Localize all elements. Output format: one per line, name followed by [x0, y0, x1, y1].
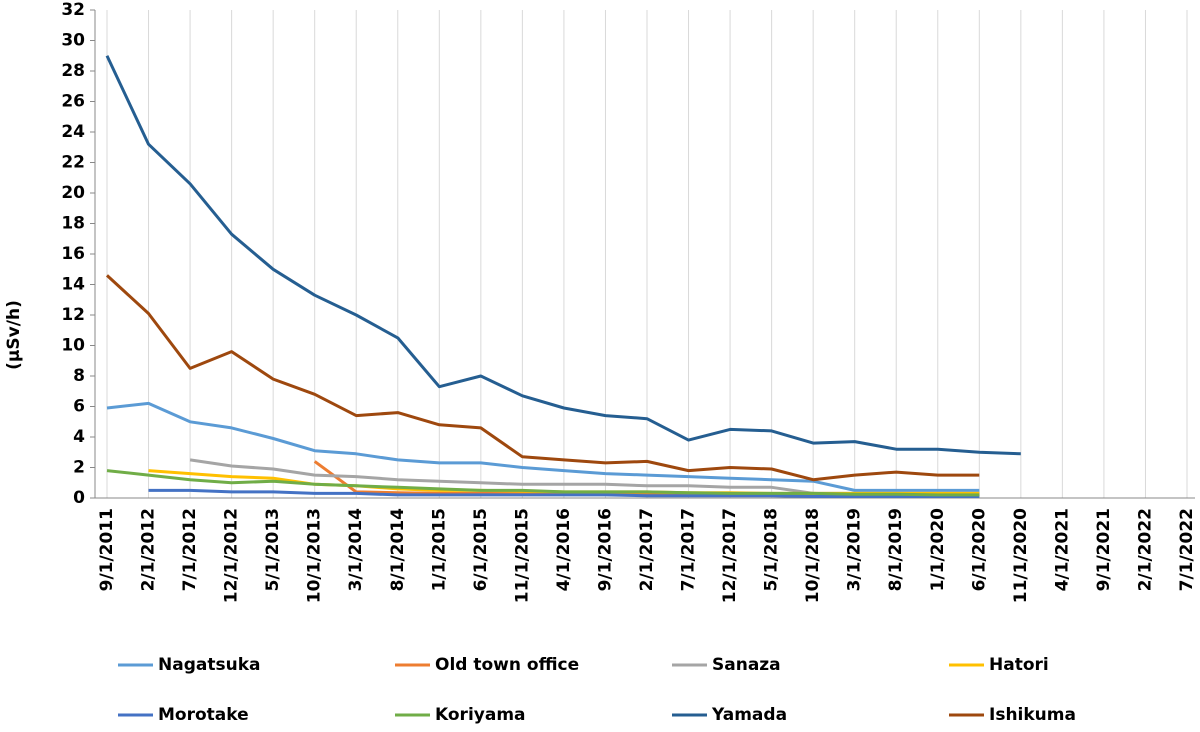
y-tick-label: 14	[61, 275, 85, 295]
legend-label: Hatori	[989, 655, 1049, 675]
x-tick-label: 12/1/2012	[222, 508, 242, 603]
legend-label: Koriyama	[435, 705, 526, 725]
x-tick-label: 11/1/2020	[1011, 508, 1031, 603]
x-tick-label: 4/1/2021	[1052, 508, 1072, 591]
series-line	[106, 401, 980, 492]
x-tick-label: 1/1/2015	[429, 508, 449, 591]
x-tick-label: 12/1/2017	[720, 508, 740, 603]
series-line	[189, 458, 980, 495]
x-tick-label: 2/1/2012	[139, 508, 159, 591]
legend-label: Old town office	[435, 655, 579, 675]
x-tick-label: 3/1/2014	[346, 508, 366, 592]
x-tick-label: 1/1/2020	[928, 508, 948, 592]
y-tick-label: 26	[61, 92, 85, 112]
x-tick-label: 9/1/2011	[97, 508, 117, 591]
legend-label: Nagatsuka	[158, 655, 260, 675]
x-tick-label: 7/1/2017	[679, 508, 699, 591]
x-tick-label: 7/1/2012	[180, 508, 200, 591]
x-tick-label: 10/1/2013	[305, 508, 325, 603]
x-tick-label: 4/1/2016	[554, 508, 574, 591]
legend-label: Yamada	[711, 705, 787, 725]
y-tick-label: 10	[61, 336, 85, 356]
x-tick-label: 7/1/2022	[1177, 508, 1197, 591]
y-tick-label: 24	[61, 122, 85, 142]
y-tick-label: 2	[73, 458, 85, 478]
x-tick-label: 11/1/2015	[512, 508, 532, 603]
y-axis-label: (µSv/h)	[4, 300, 24, 370]
y-tick-label: 22	[61, 153, 85, 173]
x-tick-label: 9/1/2021	[1094, 508, 1114, 591]
y-tick-label: 28	[61, 61, 85, 81]
x-tick-label: 9/1/2016	[595, 508, 615, 591]
series-line	[148, 488, 980, 498]
y-tick-label: 18	[61, 214, 85, 234]
x-tick-label: 2/1/2022	[1135, 508, 1155, 591]
y-tick-label: 8	[73, 366, 85, 386]
x-tick-label: 6/1/2020	[969, 508, 989, 592]
series-line	[105, 55, 1021, 456]
y-tick-label: 20	[61, 183, 85, 203]
legend-label: Morotake	[158, 705, 249, 725]
y-tick-label: 4	[73, 427, 85, 447]
y-tick-label: 32	[61, 0, 85, 20]
y-tick-label: 16	[61, 244, 85, 264]
series-line	[105, 274, 980, 482]
x-tick-label: 6/1/2015	[471, 508, 491, 591]
series-line	[106, 469, 980, 497]
y-tick-label: 6	[73, 397, 85, 417]
x-tick-label: 10/1/2018	[803, 508, 823, 603]
x-tick-label: 3/1/2019	[845, 508, 865, 591]
y-tick-label: 30	[61, 31, 85, 51]
y-tick-label: 12	[61, 305, 85, 325]
legend-label: Sanaza	[712, 655, 781, 675]
legend-label: Ishikuma	[989, 705, 1076, 725]
x-tick-label: 8/1/2014	[388, 508, 408, 592]
x-tick-label: 5/1/2018	[762, 508, 782, 591]
y-tick-label: 0	[73, 488, 85, 508]
x-tick-label: 5/1/2013	[263, 508, 283, 591]
x-tick-label: 2/1/2017	[637, 508, 657, 591]
x-tick-label: 8/1/2019	[886, 508, 906, 591]
